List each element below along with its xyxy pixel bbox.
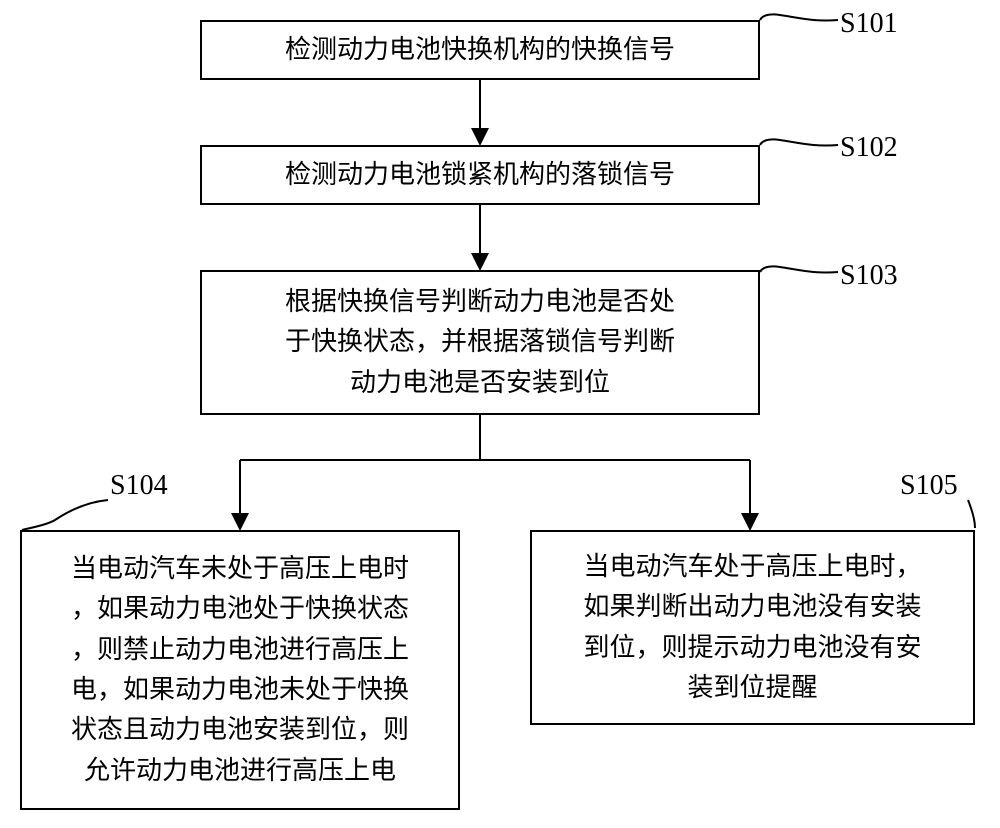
- step-s103: 根据快换信号判断动力电池是否处 于快换状态，并根据落锁信号判断 动力电池是否安装…: [200, 270, 760, 415]
- step-s105-text: 当电动汽车处于高压上电时， 如果判断出动力电池没有安装 到位，则提示动力电池没有…: [583, 547, 921, 708]
- step-s105-label: S105: [900, 470, 958, 502]
- step-s103-text: 根据快换信号判断动力电池是否处 于快换状态，并根据落锁信号判断 动力电池是否安装…: [285, 282, 675, 403]
- step-s104: 当电动汽车未处于高压上电时 ，如果动力电池处于快换状态 ，则禁止动力电池进行高压…: [20, 530, 460, 810]
- step-s102-label: S102: [840, 132, 898, 164]
- step-s105: 当电动汽车处于高压上电时， 如果判断出动力电池没有安装 到位，则提示动力电池没有…: [530, 530, 975, 725]
- step-s104-text: 当电动汽车未处于高压上电时 ，如果动力电池处于快换状态 ，则禁止动力电池进行高压…: [71, 549, 409, 791]
- step-s101-text: 检测动力电池快换机构的快换信号: [285, 30, 675, 70]
- step-s104-label: S104: [110, 470, 168, 502]
- step-s102: 检测动力电池锁紧机构的落锁信号: [200, 145, 760, 205]
- step-s103-label: S103: [840, 260, 898, 292]
- flowchart-canvas: 检测动力电池快换机构的快换信号 S101 检测动力电池锁紧机构的落锁信号 S10…: [0, 0, 1000, 828]
- step-s101: 检测动力电池快换机构的快换信号: [200, 20, 760, 80]
- step-s102-text: 检测动力电池锁紧机构的落锁信号: [285, 155, 675, 195]
- step-s101-label: S101: [840, 8, 898, 40]
